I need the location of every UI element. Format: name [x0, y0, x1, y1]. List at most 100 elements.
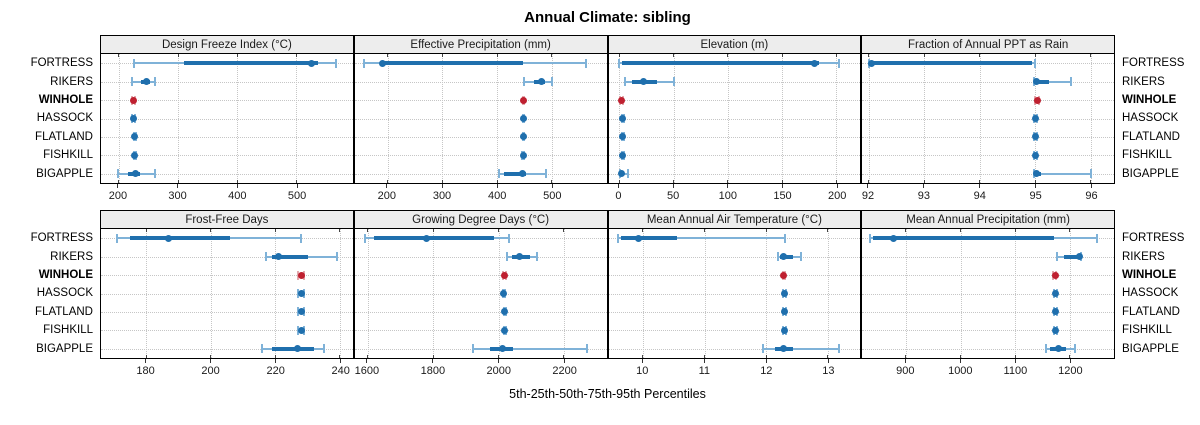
panel-strip-title: Mean Annual Precipitation (mm)	[862, 211, 1114, 229]
median-dot-flatland	[131, 133, 139, 141]
axis-tick-stub	[367, 355, 369, 358]
axis-tick-stub	[496, 54, 498, 57]
gridline-horizontal	[354, 155, 607, 157]
site-label-left-fortress: FORTRESS	[30, 57, 93, 70]
panels-bottom: Frost-Free Days 180 200 220 240 Growing Degre…	[100, 210, 1115, 381]
whisker-cap	[300, 233, 303, 243]
gridline-horizontal	[608, 81, 861, 83]
x-axis-tick-label: 50	[667, 190, 680, 202]
whisker-cap	[505, 252, 508, 262]
axis-tick-stub	[498, 355, 500, 358]
axis-tick-stub	[960, 229, 962, 232]
gridline-horizontal	[101, 100, 353, 102]
x-axis-tick-label: 96	[1085, 190, 1098, 202]
whisker-cap	[363, 58, 366, 68]
gridline-horizontal	[101, 275, 353, 277]
whisker-cap	[522, 77, 525, 87]
whisker-cap	[837, 344, 840, 354]
axis-tick-stub	[765, 355, 767, 358]
whisker-cap	[672, 77, 675, 87]
whisker-cap	[117, 169, 120, 179]
site-label-left-rikers: RIKERS	[50, 250, 93, 263]
x-axis-tick-label: 11	[698, 365, 710, 377]
panel-2: Effective Precipitation (mm) 200 300 400 500	[353, 35, 608, 206]
site-label-right-hassock: HASSOCK	[1122, 112, 1179, 125]
site-label-left-fishkill: FISHKILL	[43, 324, 93, 337]
panel-strip-title: Effective Precipitation (mm)	[354, 36, 607, 54]
panel-plot	[354, 54, 607, 183]
x-axis: 10 11 12 13	[608, 359, 862, 381]
median-dot-bigapple	[618, 170, 626, 178]
axis-tick-stub	[905, 229, 907, 232]
x-axis-tick	[1014, 359, 1016, 363]
axis-tick-stub	[295, 180, 297, 183]
axis-tick-stub	[1014, 229, 1016, 232]
iqr-bar-25-75	[272, 346, 314, 351]
axis-tick-stub	[923, 54, 925, 57]
site-label-right-fortress: FORTRESS	[1122, 57, 1185, 70]
x-axis-tick-label: 1600	[354, 365, 380, 377]
median-dot-fortress	[868, 59, 876, 67]
whisker-cap	[133, 58, 136, 68]
median-dot-flatland	[781, 308, 789, 316]
iqr-bar-25-75	[870, 61, 1033, 66]
x-axis: 200 300 400 500	[100, 184, 354, 206]
axis-tick-stub	[960, 355, 962, 358]
whisker-range-5-95	[1034, 172, 1091, 175]
gridline-horizontal	[354, 81, 607, 83]
median-dot-rikers	[780, 253, 788, 261]
whisker-range-5-95	[762, 347, 839, 350]
x-axis-tick-label: 1200	[1058, 365, 1083, 377]
whisker-cap	[1070, 77, 1073, 87]
axis-tick-stub	[827, 229, 829, 232]
x-axis-tick	[441, 184, 443, 188]
whisker-cap	[471, 344, 474, 354]
gridline-horizontal	[101, 155, 353, 157]
axis-tick-stub	[118, 54, 120, 57]
x-axis-tick	[275, 359, 277, 363]
median-dot-fortress	[635, 234, 643, 242]
x-axis-tick-label: 180	[136, 365, 155, 377]
site-label-left-fishkill: FISHKILL	[43, 149, 93, 162]
whisker-range-5-95	[618, 237, 785, 240]
x-axis-tick	[1035, 184, 1037, 188]
panels-top: Design Freeze Index (°C) 200 300 400 500 Effe…	[100, 35, 1115, 206]
median-dot-hassock	[519, 115, 527, 122]
median-dot-rikers	[143, 78, 151, 86]
x-axis-tick-label: 92	[861, 190, 875, 202]
panel-plot	[608, 229, 861, 358]
whisker-cap	[364, 233, 367, 243]
gridline-horizontal	[862, 173, 1114, 175]
iqr-bar-25-75	[621, 236, 677, 241]
x-axis-tick	[836, 184, 838, 188]
axis-tick-stub	[835, 54, 837, 57]
gridline-horizontal	[608, 293, 861, 295]
axis-tick-stub	[1090, 180, 1092, 183]
gridline-horizontal	[608, 100, 861, 102]
axis-tick-stub	[295, 54, 297, 57]
axis-tick-stub	[498, 229, 500, 232]
gridline-horizontal	[862, 155, 1114, 157]
median-dot-rikers	[1033, 78, 1041, 86]
whisker-cap	[130, 77, 133, 87]
median-dot-fortress	[811, 59, 819, 67]
iqr-bar-25-75	[504, 171, 527, 176]
axis-tick-stub	[177, 54, 179, 57]
x-axis-tick	[959, 359, 961, 363]
panel-5: Frost-Free Days 180 200 220 240	[100, 210, 354, 381]
panel-box: Growing Degree Days (°C)	[353, 210, 608, 359]
axis-tick-stub	[432, 229, 434, 232]
x-axis-tick-label: 93	[917, 190, 930, 202]
iqr-bar-25-75	[374, 236, 494, 241]
gridline-horizontal	[608, 155, 861, 157]
whisker-cap	[627, 169, 630, 179]
x-axis-tick	[498, 359, 500, 363]
site-label-right-hassock: HASSOCK	[1122, 287, 1179, 300]
gridline-horizontal	[354, 173, 607, 175]
axis-tick-stub	[551, 180, 553, 183]
whisker-cap	[1044, 344, 1047, 354]
iqr-bar-25-75	[272, 254, 308, 259]
panel-7: Mean Annual Air Temperature (°C) 10 11 12 13	[607, 210, 862, 381]
gridline-horizontal	[862, 293, 1114, 295]
median-dot-fortress	[422, 234, 430, 242]
